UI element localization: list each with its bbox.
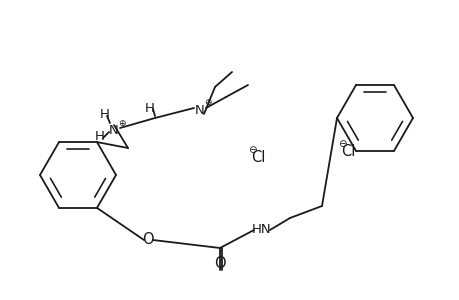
Text: ⊕: ⊕: [118, 118, 125, 127]
Text: H: H: [95, 130, 105, 142]
Text: H: H: [145, 101, 155, 115]
Text: N: N: [195, 103, 204, 116]
Text: ⊕: ⊕: [204, 98, 211, 106]
Text: HN: HN: [252, 224, 271, 236]
Text: H: H: [100, 107, 110, 121]
Text: O: O: [214, 256, 225, 272]
Text: Cl: Cl: [340, 145, 354, 160]
Text: Cl: Cl: [250, 151, 264, 166]
Text: O: O: [142, 232, 153, 247]
Text: ⊖: ⊖: [337, 139, 346, 149]
Text: ⊖: ⊖: [247, 145, 256, 155]
Text: N: N: [109, 124, 118, 136]
